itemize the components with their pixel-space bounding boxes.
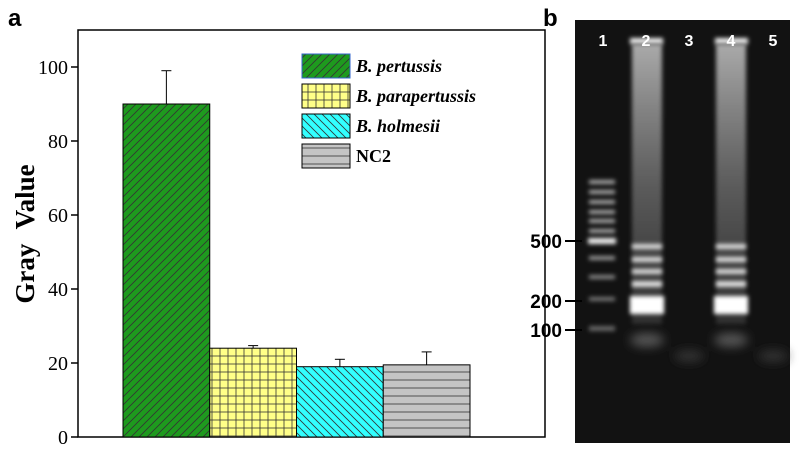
- legend-label: NC2: [356, 146, 391, 166]
- size-marker-label: 200: [530, 292, 562, 313]
- bar: [296, 366, 384, 438]
- error-bar: [248, 345, 259, 349]
- y-tick-label: 100: [38, 57, 68, 79]
- gel-image: [575, 20, 790, 443]
- error-bar: [161, 70, 172, 104]
- legend-swatch: [301, 113, 351, 139]
- bar: [382, 364, 471, 438]
- legend-swatch: [301, 83, 351, 109]
- error-bar: [334, 358, 345, 367]
- panel-label: b: [543, 5, 558, 32]
- lane-label: 1: [599, 33, 608, 50]
- y-tick-label: 0: [58, 427, 68, 449]
- size-marker-label: 100: [530, 321, 562, 342]
- y-tick-label: 60: [48, 205, 68, 227]
- lane-label: 5: [769, 33, 778, 50]
- error-bar: [421, 351, 432, 365]
- y-tick-label: 80: [48, 131, 68, 153]
- bar: [209, 347, 297, 438]
- lane-label: 4: [727, 33, 736, 50]
- legend-label: B. holmesii: [355, 116, 440, 136]
- panel-label: a: [8, 5, 22, 32]
- legend-swatch: [301, 53, 351, 79]
- y-tick-label: 20: [48, 353, 68, 375]
- size-marker-label: 500: [530, 232, 562, 253]
- bar: [122, 103, 211, 438]
- y-tick-label: 40: [48, 279, 68, 301]
- lane-label: 3: [685, 33, 694, 50]
- legend-swatch: [301, 143, 351, 169]
- legend-label: B. pertussis: [355, 56, 442, 76]
- y-axis-label: Gray Value: [10, 164, 40, 303]
- lane-label: 2: [642, 33, 651, 50]
- legend-label: B. parapertussis: [355, 86, 476, 106]
